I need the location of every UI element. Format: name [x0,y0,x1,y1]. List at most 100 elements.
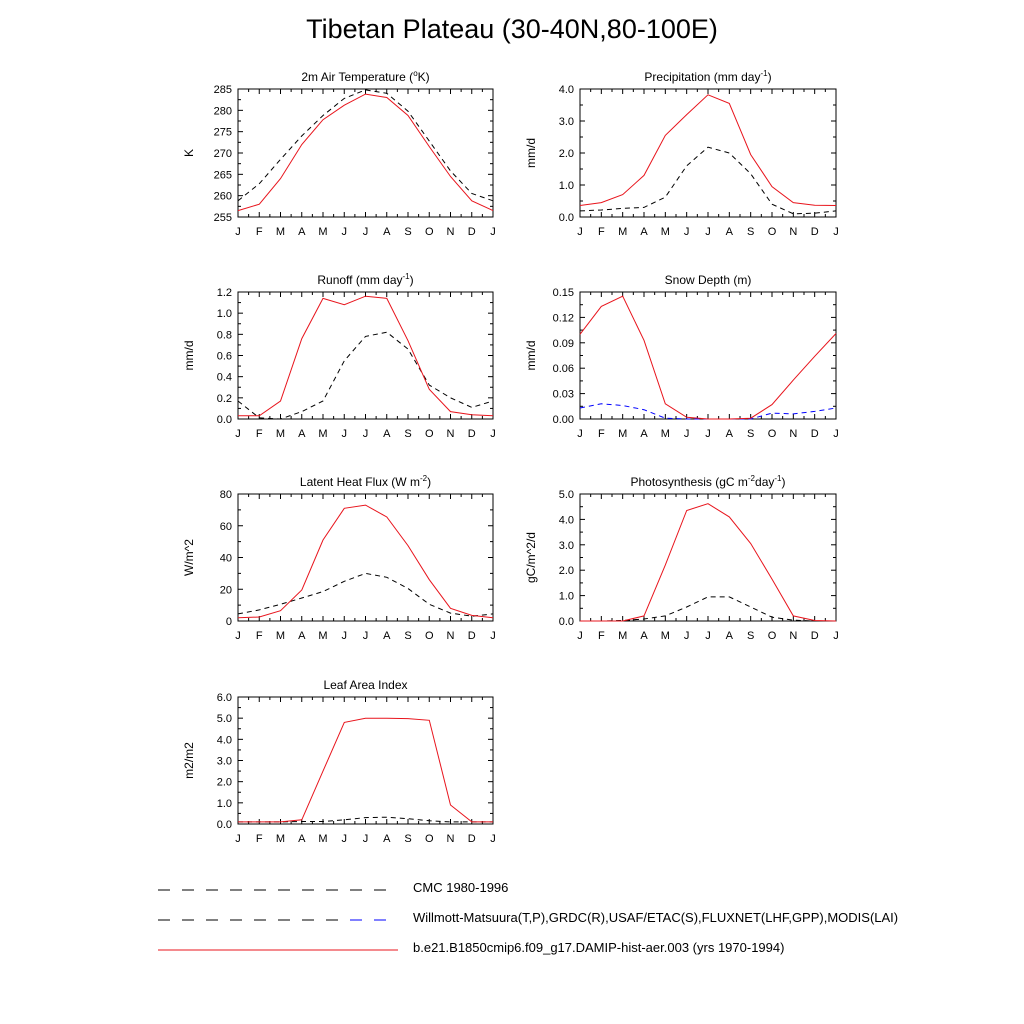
y-tick-label: 285 [214,84,232,96]
legend-line-observations [158,919,390,921]
y-tick-label: 4.0 [217,734,232,746]
x-tick-label: F [256,833,263,845]
x-tick-label: A [298,226,306,238]
x-tick-label: J [705,226,711,238]
y-tick-label: 0.06 [553,363,574,375]
x-tick-label: S [747,226,754,238]
x-tick-label: A [298,833,306,845]
y-tick-label: 0.15 [553,287,574,299]
x-tick-label: J [363,226,369,238]
plot-frame [579,291,837,420]
x-tick-label: M [318,630,327,642]
y-tick-label: 0.12 [553,312,574,324]
x-tick-label: A [298,630,306,642]
x-tick-label: N [447,226,455,238]
x-tick-label: M [618,428,627,440]
plot-frame [237,493,494,622]
x-tick-label: A [383,226,391,238]
x-tick-label: S [404,428,411,440]
x-tick-label: F [598,428,605,440]
x-tick-label: O [425,833,434,845]
x-tick-label: J [833,630,839,642]
series-line-2 [238,717,493,823]
x-tick-label: S [747,630,754,642]
y-axis-label: W/m^2 [182,539,196,576]
series-line-2 [580,503,837,622]
x-tick-label: N [789,630,797,642]
y-tick-label: 3.0 [559,116,574,128]
x-tick-label: J [577,630,583,642]
legend-line-cmc [158,889,390,891]
plot-frame [579,493,837,622]
x-tick-label: J [490,630,496,642]
y-tick-label: 1.0 [217,798,232,810]
panel-title: Leaf Area Index [323,678,407,692]
series-line-1 [237,331,494,420]
y-tick-label: 0.09 [553,338,574,350]
legend-label-observations: Willmott-Matsuura(T,P),GRDC(R),USAF/ETAC… [413,910,899,925]
x-tick-label: N [447,833,455,845]
x-tick-label: J [490,428,496,440]
series-line-1 [237,572,494,617]
x-tick-label: J [684,428,690,440]
x-tick-label: M [661,428,670,440]
x-tick-label: M [618,226,627,238]
x-tick-label: A [383,833,391,845]
x-tick-label: F [256,630,263,642]
x-tick-label: J [235,833,241,845]
x-tick-label: D [811,226,819,238]
y-tick-label: 0.03 [553,389,574,401]
plot-frame [237,88,494,218]
y-tick-label: 0.2 [217,393,232,405]
x-tick-label: A [640,226,648,238]
series-line-1 [238,816,493,823]
x-tick-label: D [468,833,476,845]
y-tick-label: 0.6 [217,351,232,363]
x-tick-label: M [276,226,285,238]
x-tick-label: M [661,226,670,238]
y-axis-label: mm/d [182,341,196,371]
x-tick-label: J [363,428,369,440]
x-tick-label: J [833,428,839,440]
x-tick-label: J [833,226,839,238]
x-tick-label: D [811,630,819,642]
x-tick-label: J [342,630,348,642]
x-tick-label: D [811,428,819,440]
y-tick-label: 6.0 [217,692,232,704]
x-tick-label: A [640,630,648,642]
panel-7: J F M A M J J A S O N D J0.01.02.03.04.05.06.0m2/m2L… [182,678,496,845]
x-tick-label: D [468,226,476,238]
x-tick-label: O [425,630,434,642]
x-tick-label: F [598,630,605,642]
x-tick-label: J [235,630,241,642]
x-tick-label: J [235,226,241,238]
y-axis-label: mm/d [524,138,538,168]
y-tick-label: 40 [220,553,232,565]
y-tick-label: 0.0 [217,819,232,831]
series-line-3 [579,295,837,420]
x-tick-label: A [726,226,734,238]
x-tick-label: N [789,428,797,440]
y-tick-label: 0.00 [553,414,574,426]
x-tick-label: M [276,428,285,440]
panel-6: J F M A M J J A S O N D J0.01.02.03.04.05.0gC/m^2/dP… [524,474,839,642]
y-tick-label: 20 [220,584,232,596]
x-tick-label: F [256,226,263,238]
x-tick-label: O [768,226,777,238]
legend-label-cmc: CMC 1980-1996 [413,880,509,895]
y-tick-label: 260 [214,191,232,203]
y-axis-label: m2/m2 [182,742,196,779]
plot-frame [237,696,494,825]
x-tick-label: J [490,833,496,845]
x-tick-label: A [726,428,734,440]
panel-2: J F M A M J J A S O N D J0.01.02.03.04.0mm/dPrecipit… [524,69,839,238]
y-tick-label: 1.2 [217,287,232,299]
panel-title: Runoff (mm day-1) [317,272,413,287]
y-axis-label: K [182,149,196,157]
y-tick-label: 0 [226,616,232,628]
x-tick-label: J [490,226,496,238]
x-tick-label: J [577,428,583,440]
x-tick-label: F [598,226,605,238]
x-tick-label: A [726,630,734,642]
x-tick-label: A [640,428,648,440]
